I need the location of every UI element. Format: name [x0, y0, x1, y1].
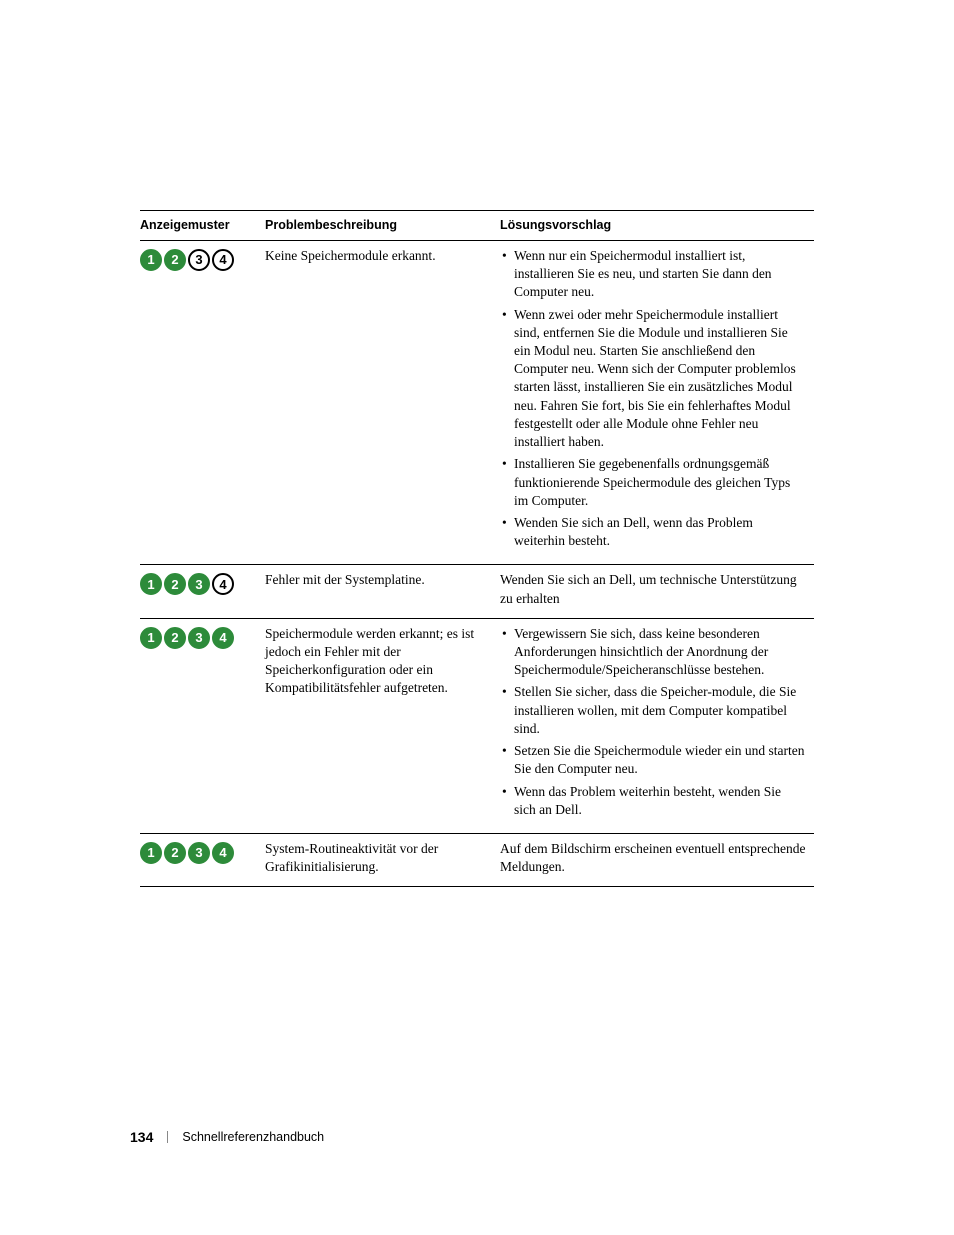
- led-on-icon: 2: [164, 573, 186, 595]
- led-on-icon: 2: [164, 627, 186, 649]
- led-on-icon: 3: [188, 573, 210, 595]
- solution-list: Wenn nur ein Speichermodul installiert i…: [500, 247, 806, 551]
- problem-cell: Keine Speichermodule erkannt.: [265, 240, 500, 565]
- led-group: 1234: [140, 247, 257, 271]
- solution-cell: Wenn nur ein Speichermodul installiert i…: [500, 240, 814, 565]
- solution-cell: Auf dem Bildschirm erscheinen eventuell …: [500, 834, 814, 887]
- page-content: Anzeigemuster Problembeschreibung Lösung…: [0, 0, 954, 887]
- solution-item: Wenden Sie sich an Dell, wenn das Proble…: [500, 514, 806, 550]
- led-pattern-cell: 1234: [140, 240, 265, 565]
- led-on-icon: 4: [212, 842, 234, 864]
- problem-cell: System-Routineaktivität vor der Grafikin…: [265, 834, 500, 887]
- solution-list: Vergewissern Sie sich, dass keine besond…: [500, 625, 806, 819]
- solution-item: Setzen Sie die Speichermodule wieder ein…: [500, 742, 806, 778]
- led-group: 1234: [140, 840, 257, 864]
- led-on-icon: 2: [164, 249, 186, 271]
- led-off-icon: 4: [212, 249, 234, 271]
- table-header-row: Anzeigemuster Problembeschreibung Lösung…: [140, 211, 814, 241]
- solution-item: Wenn nur ein Speichermodul installiert i…: [500, 247, 806, 302]
- led-pattern-cell: 1234: [140, 834, 265, 887]
- led-on-icon: 3: [188, 627, 210, 649]
- led-on-icon: 1: [140, 573, 162, 595]
- page-footer: 134 Schnellreferenzhandbuch: [130, 1129, 324, 1145]
- table-row: 1234 Speichermodule werden erkannt; es is…: [140, 618, 814, 833]
- footer-title: Schnellreferenzhandbuch: [182, 1130, 324, 1144]
- solution-item: Installieren Sie gegebenenfalls ordnungs…: [500, 455, 806, 510]
- solution-text: Auf dem Bildschirm erscheinen eventuell …: [500, 840, 806, 876]
- led-on-icon: 1: [140, 842, 162, 864]
- header-pattern: Anzeigemuster: [140, 211, 265, 241]
- led-on-icon: 3: [188, 842, 210, 864]
- table-row: 1234 System-Routineaktivität vor der Graf…: [140, 834, 814, 887]
- solution-text: Wenden Sie sich an Dell, um technische U…: [500, 571, 806, 607]
- led-on-icon: 1: [140, 627, 162, 649]
- led-on-icon: 2: [164, 842, 186, 864]
- header-problem: Problembeschreibung: [265, 211, 500, 241]
- header-solution: Lösungsvorschlag: [500, 211, 814, 241]
- solution-cell: Wenden Sie sich an Dell, um technische U…: [500, 565, 814, 618]
- footer-divider: [167, 1131, 168, 1143]
- led-pattern-cell: 1234: [140, 565, 265, 618]
- solution-item: Wenn zwei oder mehr Speichermodule insta…: [500, 306, 806, 452]
- table-row: 1234 Keine Speichermodule erkannt.Wenn nu…: [140, 240, 814, 565]
- solution-item: Wenn das Problem weiterhin besteht, wend…: [500, 783, 806, 819]
- solution-cell: Vergewissern Sie sich, dass keine besond…: [500, 618, 814, 833]
- problem-cell: Fehler mit der Systemplatine.: [265, 565, 500, 618]
- led-on-icon: 4: [212, 627, 234, 649]
- led-off-icon: 4: [212, 573, 234, 595]
- diagnostics-table: Anzeigemuster Problembeschreibung Lösung…: [140, 210, 814, 887]
- led-group: 1234: [140, 571, 257, 595]
- page-number: 134: [130, 1129, 153, 1145]
- solution-item: Vergewissern Sie sich, dass keine besond…: [500, 625, 806, 680]
- led-pattern-cell: 1234: [140, 618, 265, 833]
- led-off-icon: 3: [188, 249, 210, 271]
- solution-item: Stellen Sie sicher, dass die Speicher-mo…: [500, 683, 806, 738]
- table-row: 1234 Fehler mit der Systemplatine.Wenden …: [140, 565, 814, 618]
- led-group: 1234: [140, 625, 257, 649]
- problem-cell: Speichermodule werden erkannt; es ist je…: [265, 618, 500, 833]
- led-on-icon: 1: [140, 249, 162, 271]
